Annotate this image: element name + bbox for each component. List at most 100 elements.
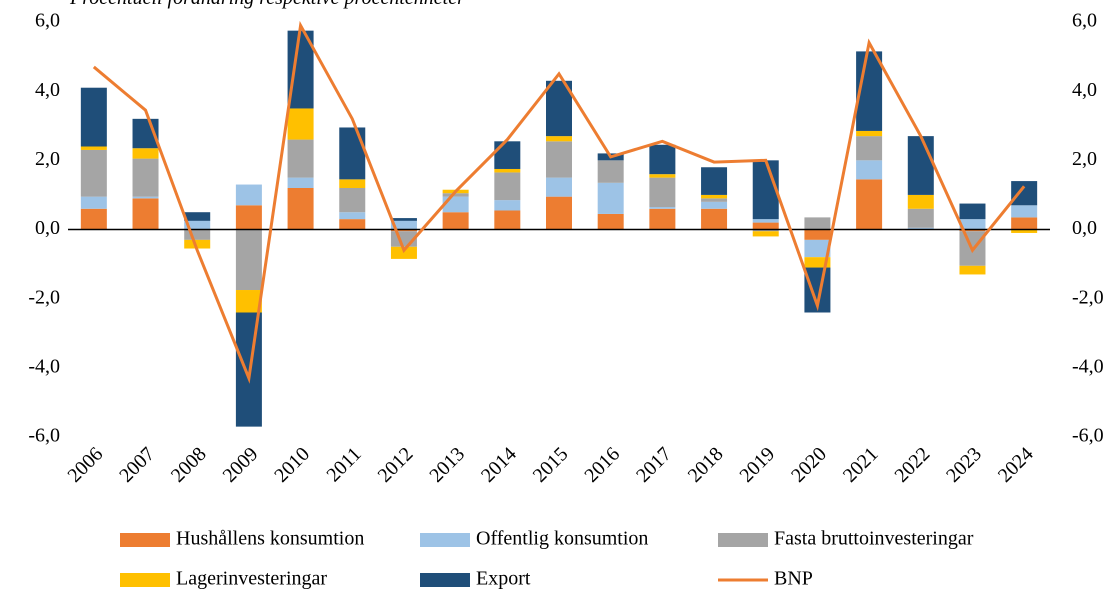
bar <box>597 160 624 183</box>
legend-label: Export <box>476 568 531 590</box>
legend-label: Fasta bruttoinvesteringar <box>774 528 974 550</box>
bar <box>752 160 779 220</box>
bar <box>546 136 572 142</box>
bar <box>804 229 831 240</box>
bar <box>804 239 831 258</box>
legend-label: Offentlig konsumtion <box>476 528 648 550</box>
bar <box>235 205 262 230</box>
bar <box>494 141 521 169</box>
bar <box>856 179 883 230</box>
x-tick-label: 2024 <box>994 443 1038 487</box>
bar <box>856 130 883 137</box>
bar <box>649 174 676 178</box>
bar <box>339 212 366 220</box>
bar <box>494 210 521 230</box>
x-tick-label: 2015 <box>529 443 573 487</box>
bar <box>235 229 262 291</box>
bar <box>804 257 831 268</box>
bar <box>235 184 262 206</box>
bar <box>804 217 831 230</box>
x-tick-label: 2021 <box>839 443 883 487</box>
chart-title: Procentuell förändring respektive procen… <box>69 0 465 9</box>
bar <box>649 144 676 175</box>
bar <box>701 201 728 209</box>
bar <box>184 229 211 240</box>
bar <box>132 148 159 159</box>
y2-tick-label: 2,0 <box>1072 148 1097 170</box>
y2-tick-label: 0,0 <box>1072 217 1097 239</box>
y-tick-label: -4,0 <box>28 355 60 377</box>
bar <box>907 136 934 195</box>
x-tick-label: 2013 <box>425 443 469 487</box>
bar <box>287 188 314 230</box>
bar <box>80 196 107 209</box>
x-tick-label: 2019 <box>735 443 779 487</box>
y-tick-label: -2,0 <box>28 286 60 308</box>
bar <box>701 194 728 199</box>
x-tick-label: 2009 <box>219 443 263 487</box>
bar <box>907 227 934 230</box>
bar <box>597 213 624 230</box>
bar <box>184 212 211 221</box>
bar <box>649 208 676 230</box>
bar <box>1011 181 1038 206</box>
x-tick-label: 2016 <box>580 443 624 487</box>
bar <box>390 218 417 221</box>
bar <box>80 146 107 150</box>
x-tick-label: 2010 <box>270 443 314 487</box>
bar <box>546 177 572 197</box>
bar <box>649 177 676 208</box>
bar <box>546 141 572 178</box>
legend-swatch <box>718 533 768 547</box>
legend-swatch <box>120 573 170 587</box>
bar <box>132 158 159 197</box>
bar <box>339 127 366 180</box>
bar <box>856 160 883 180</box>
y2-tick-label: 4,0 <box>1072 79 1097 101</box>
y2-tick-label: -4,0 <box>1072 355 1104 377</box>
bar <box>442 193 469 197</box>
x-tick-label: 2020 <box>787 443 831 487</box>
bar <box>701 167 728 195</box>
x-tick-label: 2023 <box>942 443 986 487</box>
bar <box>442 196 469 213</box>
bar <box>494 172 521 201</box>
bar <box>649 207 676 209</box>
bar <box>390 220 417 230</box>
line <box>92 20 1026 384</box>
x-tick-label: 2008 <box>167 443 211 487</box>
y-tick-label: 6,0 <box>35 10 60 32</box>
bar <box>494 168 521 173</box>
bar <box>959 265 986 275</box>
bar <box>80 208 107 230</box>
y2-tick-label: 6,0 <box>1072 10 1097 32</box>
y-tick-label: -6,0 <box>28 425 60 447</box>
bar <box>442 212 469 230</box>
bar <box>287 177 314 188</box>
x-tick-label: 2006 <box>64 443 108 487</box>
bar <box>339 188 366 213</box>
bar <box>1011 229 1038 233</box>
bar <box>701 198 728 202</box>
bar <box>80 149 107 197</box>
y-tick-label: 0,0 <box>35 217 60 239</box>
x-tick-label: 2022 <box>890 443 934 487</box>
bar <box>132 198 159 230</box>
bar <box>597 182 624 214</box>
bar <box>752 219 779 223</box>
legend-swatch <box>420 573 470 587</box>
bar <box>907 208 934 228</box>
bar <box>959 203 986 220</box>
x-tick-label: 2012 <box>374 443 418 487</box>
bar <box>856 136 883 161</box>
bar <box>701 208 728 230</box>
bar <box>287 108 314 140</box>
bar <box>1011 217 1038 230</box>
bar <box>959 219 986 230</box>
x-tick-label: 2018 <box>684 443 728 487</box>
legend-label: BNP <box>774 568 813 590</box>
x-tick-label: 2011 <box>322 443 365 486</box>
legend-swatch <box>120 533 170 547</box>
bar <box>1011 205 1038 218</box>
